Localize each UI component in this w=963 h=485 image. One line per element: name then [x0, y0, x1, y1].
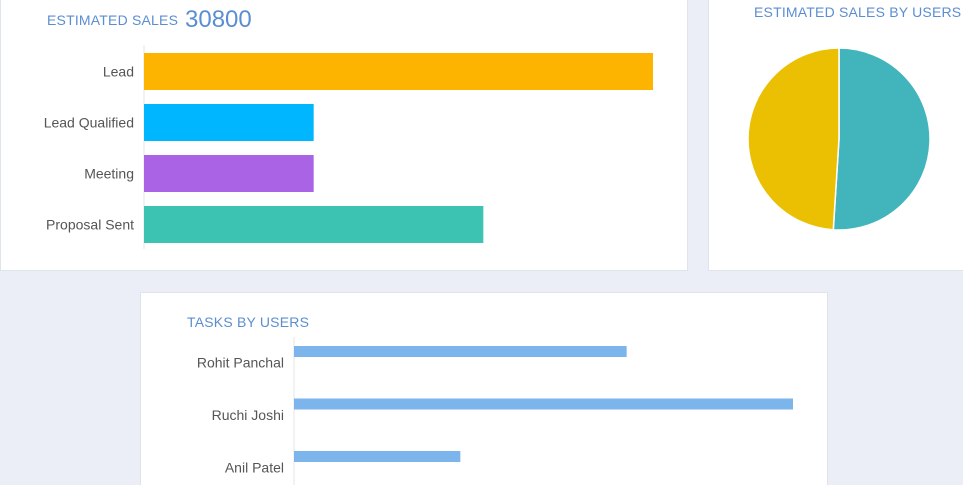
estimated-sales-card: ESTIMATED SALES 30800 Lead Lead Qualified… — [0, 0, 688, 271]
category-label: Ruchi Joshi — [212, 407, 284, 423]
category-label: Lead Qualified — [44, 115, 134, 131]
category-label: Anil Patel — [225, 460, 284, 476]
category-label: Meeting — [84, 166, 134, 182]
sales-by-users-card: ESTIMATED SALES BY USERS — [708, 0, 963, 271]
tasks-by-users-bar-chart: Rohit Panchal Ruchi Joshi Anil Patel — [197, 337, 793, 485]
category-label: Proposal Sent — [46, 217, 134, 233]
tasks-by-users-title: TASKS BY USERS — [187, 314, 310, 330]
tasks-by-users-card: TASKS BY USERS Rohit Panchal Ruchi Joshi A… — [140, 292, 828, 485]
category-label: Lead — [103, 64, 134, 80]
bar-proposal-sent[interactable] — [144, 206, 484, 243]
pie-slice-1[interactable] — [832, 47, 931, 231]
bar-ruchi-joshi[interactable] — [294, 398, 793, 410]
bar-lead-qualified[interactable] — [144, 104, 314, 141]
pie-slice-2[interactable] — [747, 47, 840, 231]
estimated-sales-title: ESTIMATED SALES — [47, 12, 179, 28]
bar-lead[interactable] — [144, 53, 653, 90]
estimated-sales-bar-chart: Lead Lead Qualified Meeting Proposal Sent — [44, 45, 653, 249]
bar-rohit-panchal[interactable] — [294, 346, 627, 357]
category-label: Rohit Panchal — [197, 355, 284, 371]
sales-by-users-title: ESTIMATED SALES BY USERS — [754, 4, 962, 20]
sales-by-users-pie-chart — [747, 47, 931, 231]
estimated-sales-total: 30800 — [185, 6, 252, 33]
bar-meeting[interactable] — [144, 155, 314, 192]
bar-anil-patel[interactable] — [294, 451, 461, 462]
